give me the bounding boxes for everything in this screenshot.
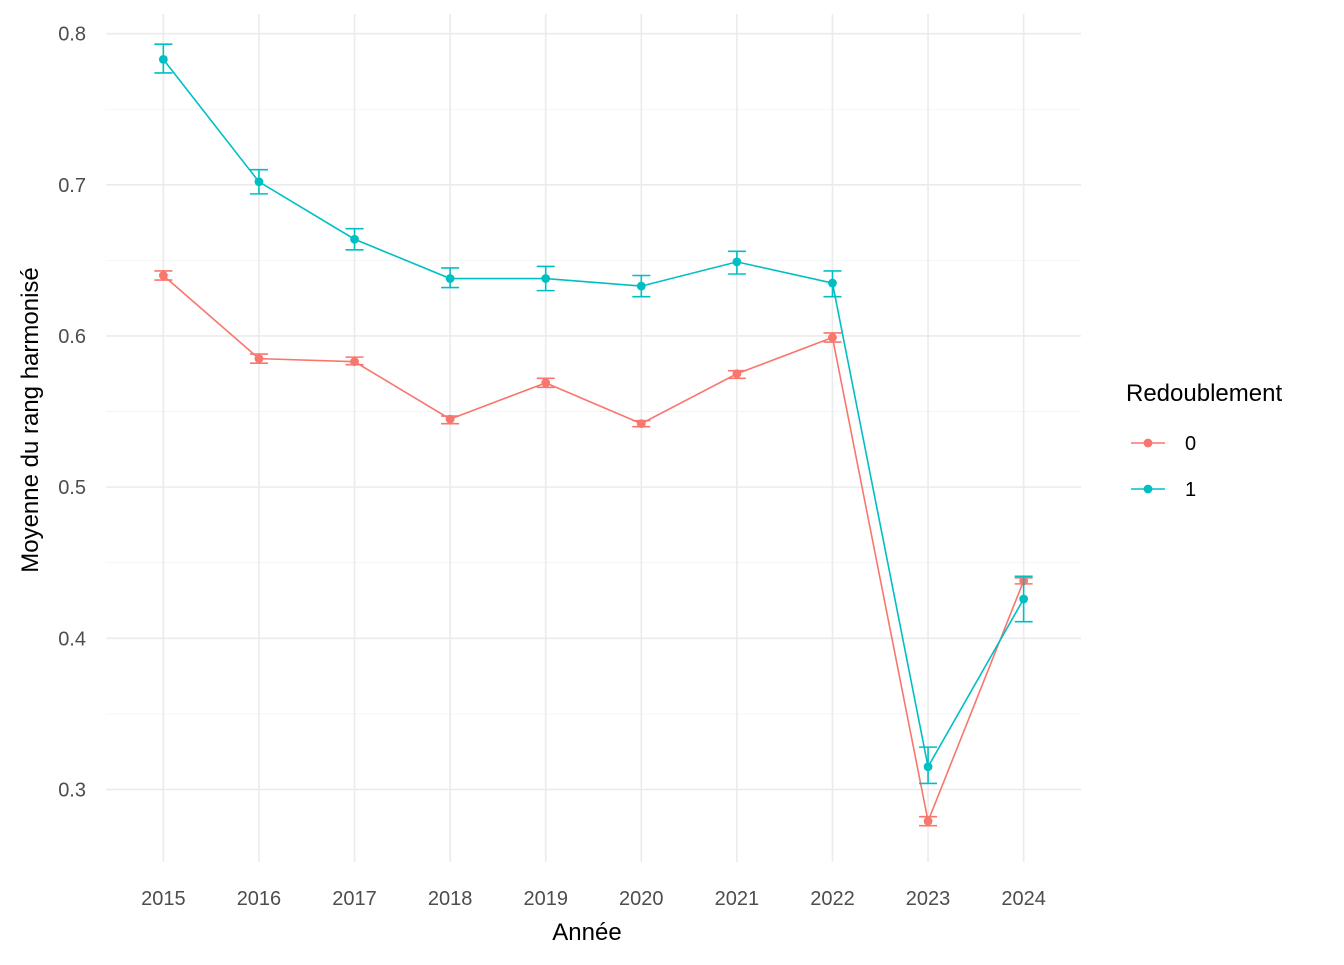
- legend-key-point: [1143, 438, 1153, 448]
- series-line-1: [162, 58, 1025, 770]
- data-point: [350, 357, 359, 367]
- legend-items: 01: [1131, 433, 1196, 501]
- data-point: [445, 414, 455, 424]
- legend-key-point: [1143, 484, 1153, 494]
- legend-title: Redoublement: [1126, 380, 1282, 407]
- legend-label: 0: [1185, 433, 1196, 455]
- data-point: [923, 762, 933, 772]
- major-gridlines: [106, 14, 1081, 862]
- data-point: [828, 278, 837, 288]
- x-tick-label: 2017: [332, 888, 377, 910]
- y-tick-label: 0.7: [58, 175, 86, 197]
- x-tick-label: 2021: [715, 888, 760, 910]
- y-axis-title: Moyenne du rang harmonisé: [17, 267, 44, 573]
- data-point: [732, 369, 742, 379]
- y-tick-label: 0.4: [58, 628, 86, 650]
- data-point: [732, 257, 742, 267]
- x-tick-label: 2024: [1001, 888, 1046, 910]
- data-point: [445, 274, 455, 283]
- legend: Redoublement 01: [1126, 380, 1282, 501]
- series-layer: [154, 43, 1033, 827]
- legend-item-0: 0: [1131, 433, 1196, 455]
- series-line-0: [162, 274, 1025, 825]
- data-point: [828, 333, 837, 342]
- legend-item-1: 1: [1131, 479, 1196, 501]
- data-point: [158, 54, 168, 64]
- data-point: [1019, 594, 1029, 604]
- series-0: [154, 270, 1033, 827]
- data-point: [636, 281, 646, 291]
- x-tick-label: 2020: [619, 888, 664, 910]
- x-tick-label: 2022: [810, 888, 855, 910]
- data-point: [350, 234, 359, 244]
- minor-gridlines: [106, 108, 1081, 715]
- y-tick-label: 0.5: [58, 477, 86, 499]
- data-point: [541, 274, 551, 283]
- x-tick-label: 2015: [141, 888, 186, 910]
- x-tick-label: 2019: [523, 888, 568, 910]
- y-tick-label: 0.3: [58, 779, 86, 801]
- x-tick-label: 2018: [428, 888, 473, 910]
- data-point: [254, 354, 264, 364]
- x-axis-title: Année: [552, 919, 621, 946]
- x-tick-label: 2023: [906, 888, 951, 910]
- y-tick-label: 0.6: [58, 326, 86, 348]
- data-point: [636, 419, 646, 429]
- legend-label: 1: [1185, 479, 1196, 501]
- y-tick-label: 0.8: [58, 24, 86, 46]
- data-point: [923, 816, 933, 826]
- x-tick-label: 2016: [237, 888, 282, 910]
- data-point: [158, 271, 168, 280]
- x-axis-ticks: 2015 2016 2017 2018 2019 2020 2021 2022 2023 2024: [141, 888, 1046, 910]
- series-1: [154, 43, 1033, 785]
- data-point: [541, 378, 551, 388]
- data-point: [254, 177, 264, 187]
- y-axis-ticks: 0.3 0.4 0.5 0.6 0.7 0.8: [58, 24, 86, 802]
